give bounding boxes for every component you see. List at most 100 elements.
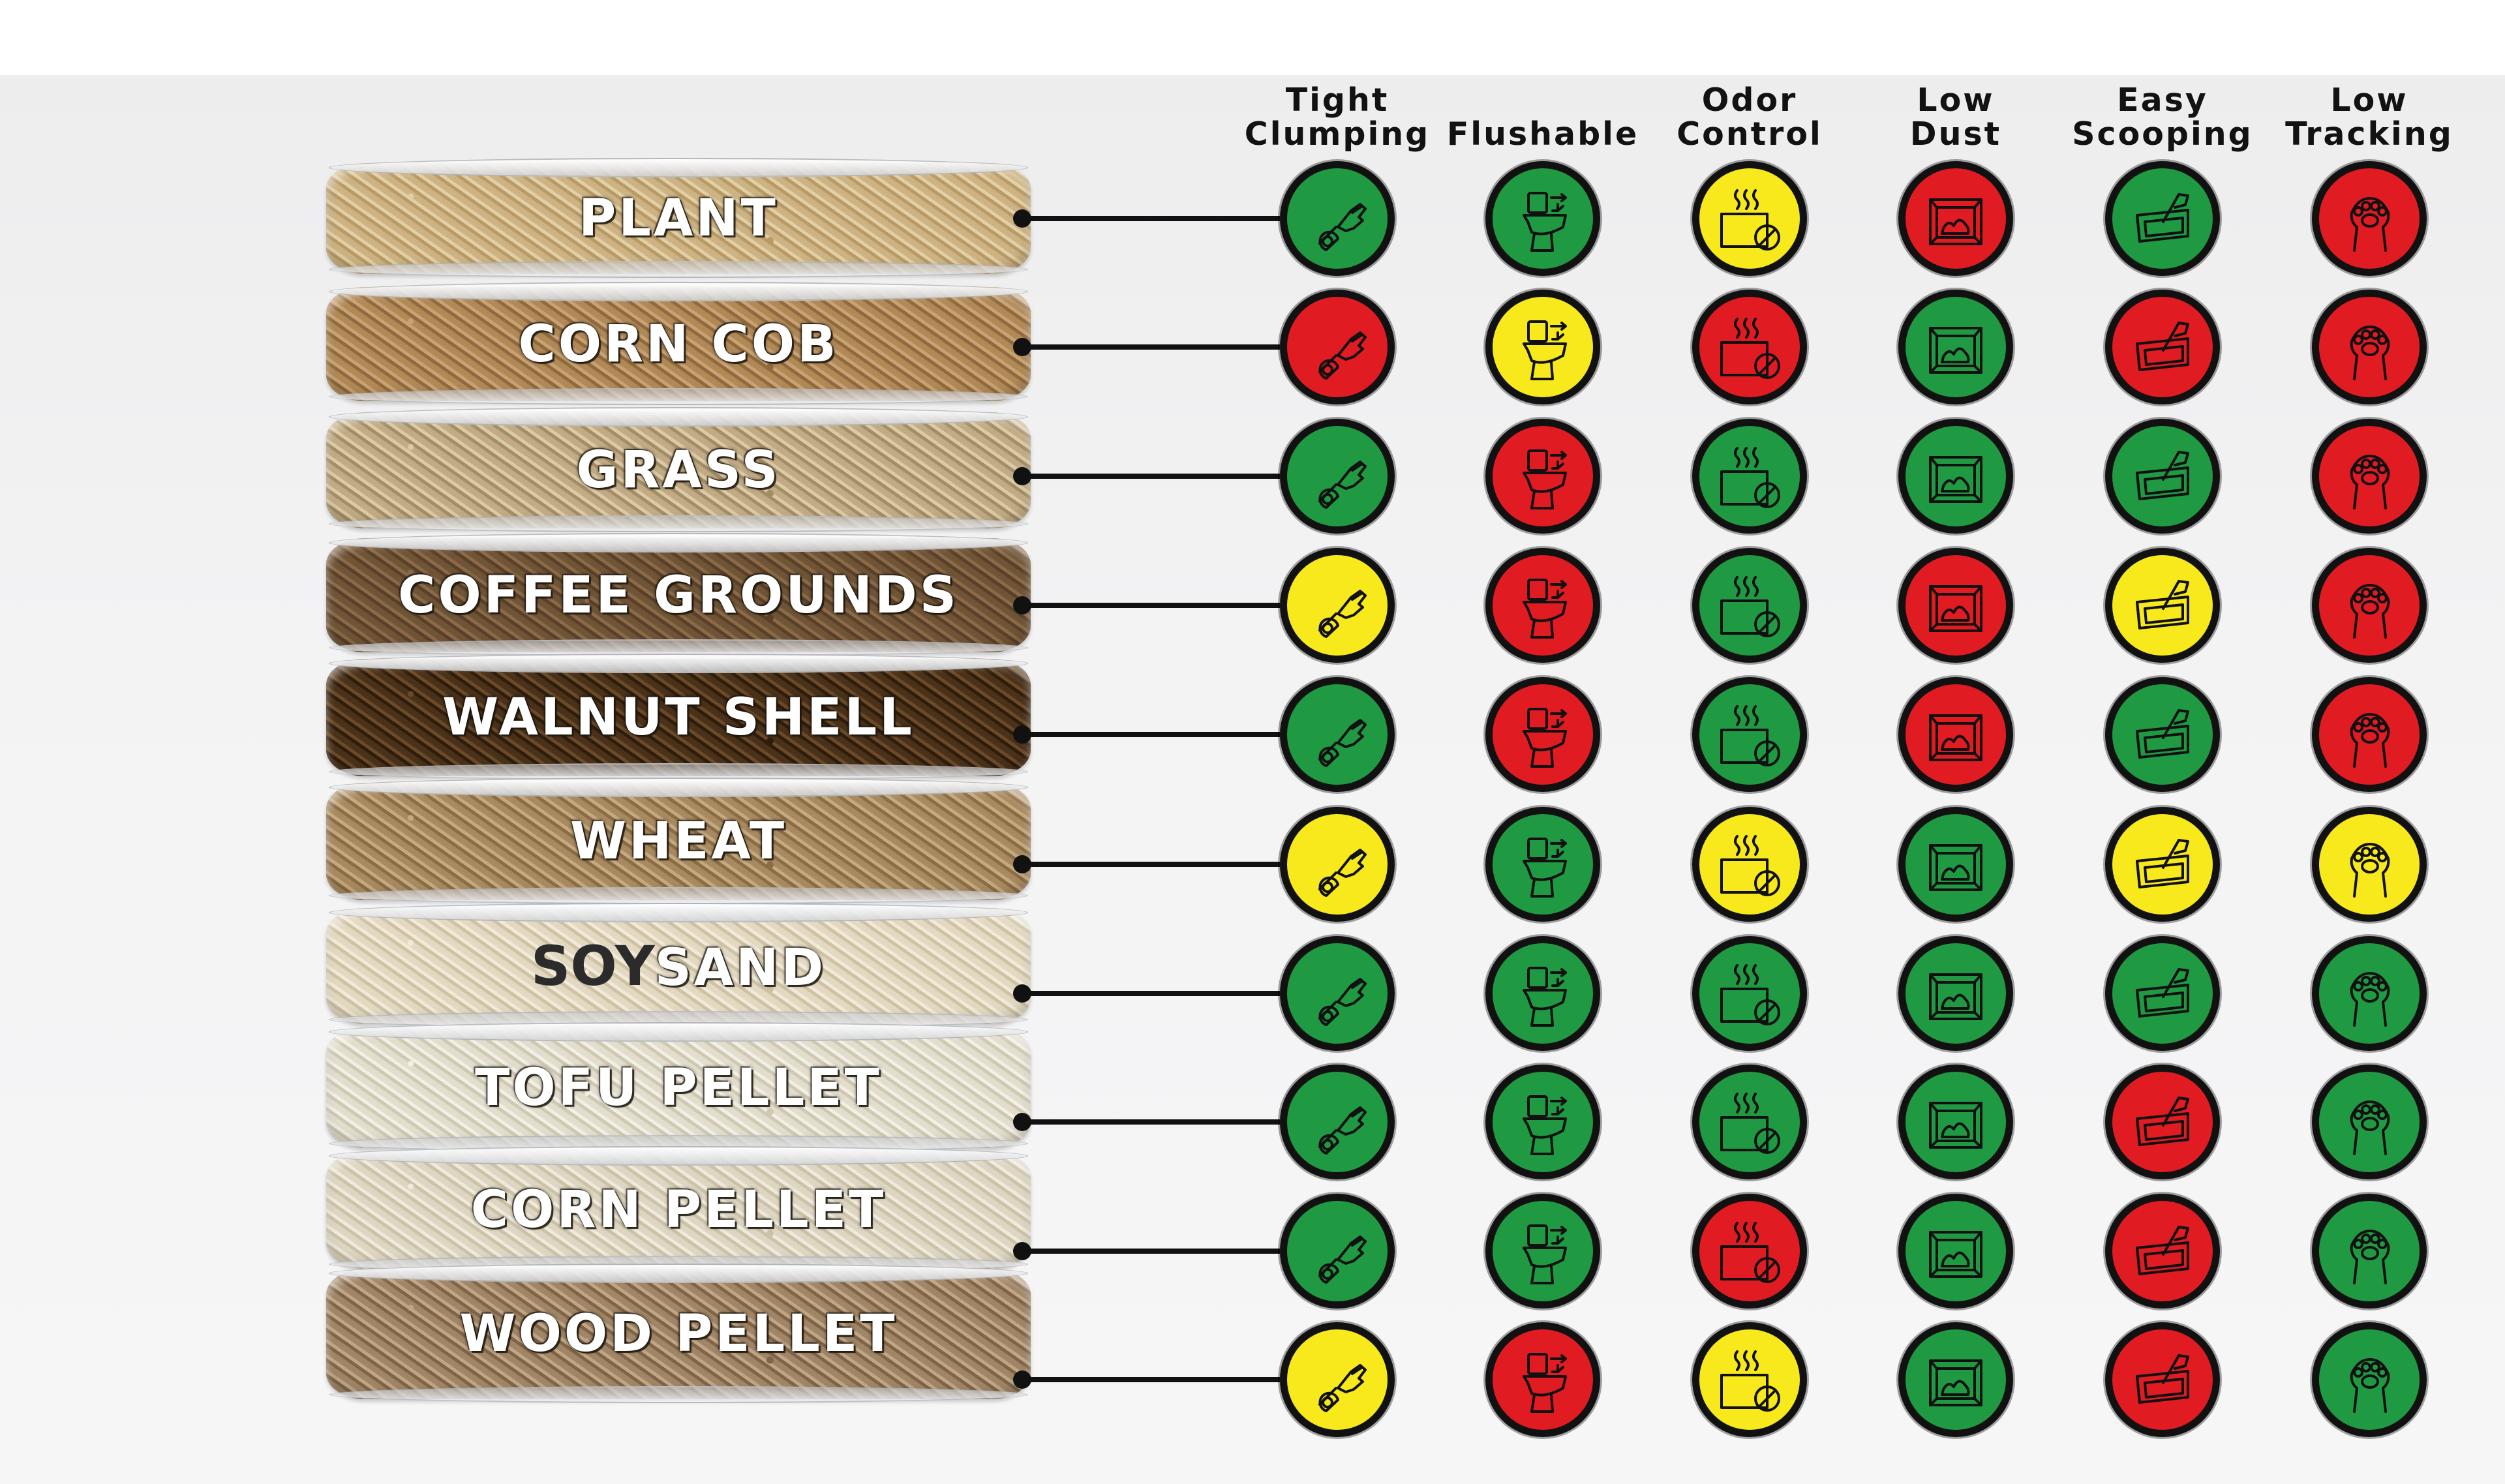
litter-texture [326, 783, 1031, 900]
toilet-flush-icon [1523, 967, 1567, 1027]
scoop-hand-icon [1280, 1065, 1395, 1179]
litter-layer: TOFU PELLET [326, 1022, 1031, 1152]
odor-block-icon [1692, 1065, 1807, 1179]
litter-box-dust-icon [1929, 585, 1982, 632]
toilet-flush-icon [1485, 290, 1600, 404]
brand-logo-soy: SOY [530, 934, 655, 998]
litter-box-dust-icon [1898, 290, 2013, 404]
scoop-hand-icon [1280, 807, 1395, 922]
dish-rim [329, 533, 1028, 553]
scoop-tray-icon [2136, 580, 2189, 629]
litter-name: PLANT [579, 189, 778, 248]
litter-box-dust-icon [1929, 973, 1982, 1020]
litter-box-dust-icon [1929, 198, 1982, 245]
paw-print-icon [2350, 713, 2390, 768]
paw-print-icon [2350, 197, 2390, 252]
litter-texture [326, 163, 1031, 274]
paw-print-icon [2312, 290, 2427, 404]
toilet-flush-icon [1485, 1065, 1600, 1179]
toilet-flush-icon [1485, 936, 1600, 1051]
toilet-flush-icon [1523, 320, 1567, 380]
header-scooping-line: Scooping [2072, 115, 2253, 153]
litter-box-dust-icon [1898, 419, 2013, 534]
odor-block-icon [1692, 290, 1807, 404]
toilet-flush-icon [1485, 419, 1600, 534]
odor-block-icon [1720, 318, 1780, 379]
dish-rim [329, 1146, 1028, 1166]
odor-block-icon [1720, 1222, 1780, 1283]
connector-line [1021, 862, 1280, 867]
toilet-flush-icon [1485, 1194, 1600, 1309]
scoop-hand-icon [1280, 161, 1395, 276]
litter-name: WOOD PELLET [459, 1305, 898, 1363]
litter-box-dust-icon [1898, 548, 2013, 663]
litter-box-dust-icon [1929, 714, 1982, 761]
toilet-flush-icon [1485, 161, 1600, 276]
toilet-flush-icon [1485, 677, 1600, 792]
paw-print-icon [2350, 1230, 2390, 1284]
litter-name: GRASS [576, 441, 781, 500]
toilet-flush-icon [1485, 548, 1600, 663]
header-odor-line: Control [1677, 115, 1823, 153]
dish-rim [329, 1022, 1028, 1042]
header-dust-line: Low [1917, 82, 1995, 119]
scoop-tray-icon [2105, 548, 2220, 663]
scoop-hand-icon [1318, 331, 1367, 380]
litter-layer: WOOD PELLET [326, 1264, 1031, 1403]
scoop-tray-icon [2105, 677, 2220, 792]
dish-rim [329, 903, 1028, 922]
header-tracking-line: Tracking [2285, 115, 2453, 153]
litter-name: SOYSAND [326, 934, 1031, 998]
litter-box-dust-icon [1898, 677, 2013, 792]
scoop-hand-icon [1318, 1235, 1367, 1284]
litter-name: CORN PELLET [470, 1181, 887, 1239]
litter-box-dust-icon [1898, 1194, 2013, 1309]
scoop-tray-icon [2105, 419, 2220, 534]
litter-box-dust-icon [1929, 456, 1982, 503]
litter-texture [326, 908, 1031, 1024]
litter-texture [326, 287, 1031, 401]
odor-block-icon [1720, 1350, 1780, 1412]
toilet-flush-icon [1523, 708, 1567, 768]
connector-line [1021, 474, 1280, 479]
litter-layer: CORN PELLET [326, 1146, 1031, 1273]
odor-block-icon [1720, 447, 1780, 508]
scoop-tray-icon [2105, 1322, 2220, 1437]
header-clumping-line: Clumping [1244, 115, 1431, 153]
litter-box-dust-icon [1929, 844, 1982, 891]
litter-box-dust-icon [1898, 1065, 2013, 1179]
odor-block-icon [1692, 807, 1807, 922]
scoop-tray-icon [2136, 193, 2189, 243]
scoop-tray-icon [2105, 1065, 2220, 1179]
header-scooping: Easy Scooping [2058, 83, 2267, 151]
paw-print-icon [2312, 1322, 2427, 1437]
header-odor-line: Odor [1701, 82, 1798, 119]
paw-print-icon [2350, 1100, 2390, 1155]
paw-print-icon [2312, 807, 2427, 922]
scoop-tray-icon [2136, 709, 2189, 759]
paw-print-icon [2350, 843, 2390, 898]
litter-box-dust-icon [1929, 1102, 1982, 1149]
odor-block-icon [1720, 189, 1780, 250]
toilet-flush-icon [1523, 1353, 1567, 1413]
odor-block-icon [1692, 1194, 1807, 1309]
paw-print-icon [2350, 584, 2390, 639]
paw-print-icon [2312, 419, 2427, 534]
header-tracking-line: Low [2330, 82, 2408, 119]
scoop-tray-icon [2105, 936, 2220, 1051]
header-clumping-line: Tight [1285, 82, 1389, 119]
litter-box-dust-icon [1929, 1231, 1982, 1278]
odor-block-icon [1720, 964, 1780, 1025]
litter-texture [326, 1269, 1031, 1399]
litter-texture [326, 412, 1031, 528]
header-flushable-line: Flushable [1446, 115, 1639, 153]
scoop-hand-icon [1280, 936, 1395, 1051]
brand-logo-sand: SAND [654, 939, 827, 997]
connector-line [1021, 1377, 1280, 1382]
scoop-hand-icon [1318, 1106, 1367, 1155]
scoop-hand-icon [1318, 849, 1367, 897]
connector-line [1021, 216, 1280, 221]
scoop-tray-icon [2136, 1226, 2189, 1275]
toilet-flush-icon [1523, 838, 1567, 898]
litter-texture [326, 1027, 1031, 1148]
